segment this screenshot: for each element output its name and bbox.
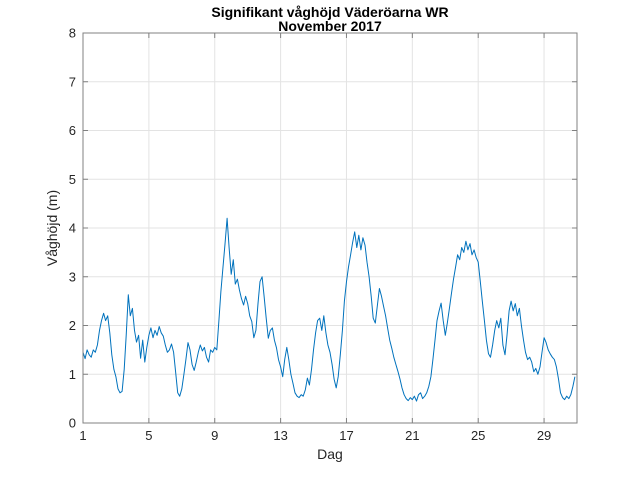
x-tick-label: 25: [471, 428, 485, 443]
x-tick-label: 9: [211, 428, 218, 443]
y-tick-label: 1: [69, 367, 76, 382]
y-tick-label: 5: [69, 172, 76, 187]
y-tick-label: 7: [69, 74, 76, 89]
y-tick-label: 3: [69, 269, 76, 284]
y-tick-label: 6: [69, 123, 76, 138]
y-tick-label: 2: [69, 318, 76, 333]
x-tick-label: 1: [79, 428, 86, 443]
chart-title: Signifikant våghöjd Väderöarna WR: [211, 4, 448, 20]
x-tick-label: 21: [405, 428, 419, 443]
x-tick-label: 13: [273, 428, 287, 443]
wave-height-line: [82, 217, 576, 402]
y-axis-label: Våghöjd (m): [44, 190, 60, 266]
y-tick-label: 8: [69, 26, 76, 41]
y-tick-label: 0: [69, 416, 76, 431]
grid-lines: [83, 33, 577, 423]
chart-subtitle: November 2017: [278, 18, 382, 34]
axes-box-and-ticks: [82, 32, 578, 424]
x-tick-label: 29: [537, 428, 551, 443]
x-axis-label: Dag: [317, 446, 343, 462]
y-tick-label: 4: [69, 221, 76, 236]
x-tick-label: 17: [339, 428, 353, 443]
x-tick-label: 5: [145, 428, 152, 443]
